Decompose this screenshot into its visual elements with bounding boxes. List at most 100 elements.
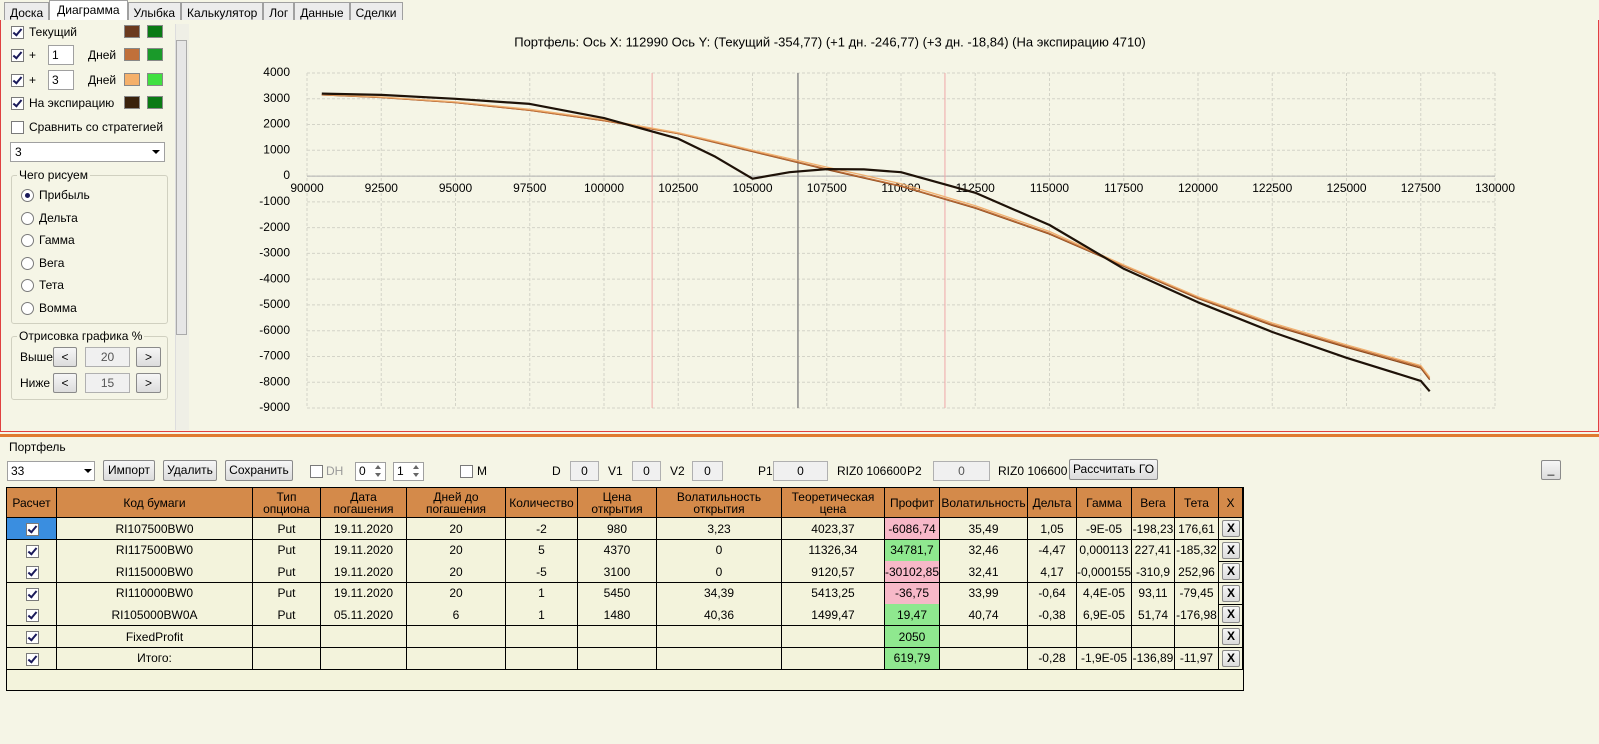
tab[interactable]: Данные — [294, 2, 350, 20]
radio-label: Дельта — [39, 210, 78, 225]
tab[interactable]: Доска — [4, 2, 50, 20]
toolbar-button[interactable]: Сохранить — [225, 460, 293, 481]
table-cell — [1175, 626, 1219, 648]
column-header: Дельта — [1028, 488, 1077, 518]
minimize-button[interactable]: _ — [1541, 460, 1561, 480]
tab[interactable]: Улыбка — [127, 2, 182, 20]
radio[interactable] — [21, 256, 34, 270]
table-cell — [506, 626, 578, 648]
series-checkbox[interactable] — [11, 49, 24, 62]
dec-button[interactable]: < — [53, 347, 77, 367]
toolbar-button[interactable]: Импорт — [103, 460, 155, 481]
table-cell — [1028, 626, 1077, 648]
row-checkbox[interactable] — [26, 609, 39, 623]
row-checkbox[interactable] — [26, 652, 39, 666]
y-tick-label: -5000 — [259, 297, 290, 311]
y-tick-label: 2000 — [263, 117, 290, 131]
inc-button[interactable]: > — [136, 347, 161, 367]
radio[interactable] — [21, 189, 34, 202]
y-tick-label: -7000 — [259, 349, 290, 363]
tab[interactable]: Лог — [263, 2, 295, 20]
column-header: Теоретическая цена — [782, 488, 885, 518]
field-value: 0 — [933, 461, 990, 481]
series-checkbox[interactable] — [11, 74, 24, 87]
spin-down — [375, 473, 381, 477]
x-tick-label: 127500 — [1401, 181, 1441, 195]
color-swatch[interactable] — [147, 73, 163, 86]
x-tick-label: 102500 — [658, 181, 698, 195]
days-input[interactable]: 1 — [48, 45, 74, 65]
row-checkbox[interactable] — [26, 544, 39, 558]
toolbar-button[interactable]: Удалить — [163, 460, 217, 481]
color-swatch[interactable] — [147, 48, 163, 61]
row-checkbox[interactable] — [26, 566, 39, 580]
row-button-cell: X — [1219, 604, 1243, 627]
table-cell: 5 — [506, 539, 578, 562]
table-cell: 11326,34 — [782, 539, 885, 562]
table-cell: -176,98 — [1175, 604, 1219, 627]
delete-row-button[interactable]: X — [1222, 563, 1240, 581]
table-cell: -198,23 — [1132, 518, 1175, 540]
row-checkbox[interactable] — [26, 587, 39, 601]
delete-row-button[interactable]: X — [1222, 584, 1240, 602]
radio[interactable] — [21, 211, 34, 225]
table-cell — [782, 647, 885, 670]
delete-row-button[interactable]: X — [1222, 628, 1240, 645]
field-value: 0 — [570, 461, 599, 481]
table-cell — [321, 626, 407, 648]
days-input[interactable]: 3 — [48, 70, 74, 90]
dh-checkbox[interactable] — [310, 465, 323, 478]
color-swatch[interactable] — [124, 96, 140, 109]
spin-input[interactable]: 0 — [355, 462, 386, 481]
table-cell: 32,46 — [940, 539, 1028, 562]
series-line — [321, 92, 1431, 393]
series-line — [321, 93, 1431, 378]
radio[interactable] — [21, 279, 34, 293]
delete-row-button[interactable]: X — [1222, 541, 1240, 559]
radio-label: Вега — [39, 255, 65, 270]
table-cell — [578, 626, 657, 648]
table-cell: 93,11 — [1132, 582, 1175, 605]
delete-row-button[interactable]: X — [1222, 606, 1240, 624]
series-checkbox[interactable] — [11, 97, 24, 110]
y-tick-label: -4000 — [259, 271, 290, 285]
radio[interactable] — [21, 302, 34, 315]
color-swatch[interactable] — [124, 48, 140, 61]
row-checkbox[interactable] — [26, 523, 39, 536]
x-tick-label: 117500 — [1104, 181, 1143, 195]
series-label: Текущий — [29, 25, 77, 39]
table-cell: 6,9E-05 — [1077, 604, 1132, 627]
strategy-dropdown[interactable]: 3 — [10, 142, 165, 162]
table-cell: -9E-05 — [1077, 518, 1132, 540]
radio[interactable] — [21, 234, 34, 248]
spin-input[interactable]: 1 — [393, 462, 424, 481]
color-swatch[interactable] — [147, 96, 163, 109]
delete-row-button[interactable]: X — [1222, 520, 1240, 537]
column-header: Код бумаги — [57, 488, 253, 518]
table-cell: 5413,25 — [782, 582, 885, 605]
delete-row-button[interactable]: X — [1222, 649, 1240, 667]
tab[interactable]: Диаграмма — [49, 0, 128, 20]
table-cell — [253, 647, 321, 670]
table-cell — [506, 647, 578, 670]
table-cell: 34,39 — [657, 582, 782, 605]
color-swatch[interactable] — [147, 25, 163, 38]
compare-checkbox[interactable] — [11, 121, 24, 134]
group-title: Отрисовка графика % — [17, 329, 145, 343]
inc-button[interactable]: > — [136, 373, 161, 393]
row-checkbox[interactable] — [26, 631, 39, 644]
color-swatch[interactable] — [124, 25, 140, 38]
table-cell: RI105000BW0A — [57, 604, 253, 627]
chart-title: Портфель: Ось X: 112990 Ось Y: (Текущий … — [514, 34, 1146, 49]
tab[interactable]: Сделки — [349, 2, 403, 20]
color-swatch[interactable] — [124, 73, 140, 86]
dec-button[interactable]: < — [53, 373, 77, 393]
go-button[interactable]: Рассчитать ГО — [1069, 459, 1158, 480]
series-checkbox[interactable] — [11, 26, 24, 39]
row-button-cell: X — [1219, 647, 1243, 670]
row-check-cell — [7, 539, 57, 562]
m-checkbox[interactable] — [460, 465, 473, 478]
tab[interactable]: Калькулятор — [181, 2, 264, 20]
top-panel-frame — [0, 20, 1599, 432]
portfolio-select[interactable]: 33 — [7, 461, 95, 481]
